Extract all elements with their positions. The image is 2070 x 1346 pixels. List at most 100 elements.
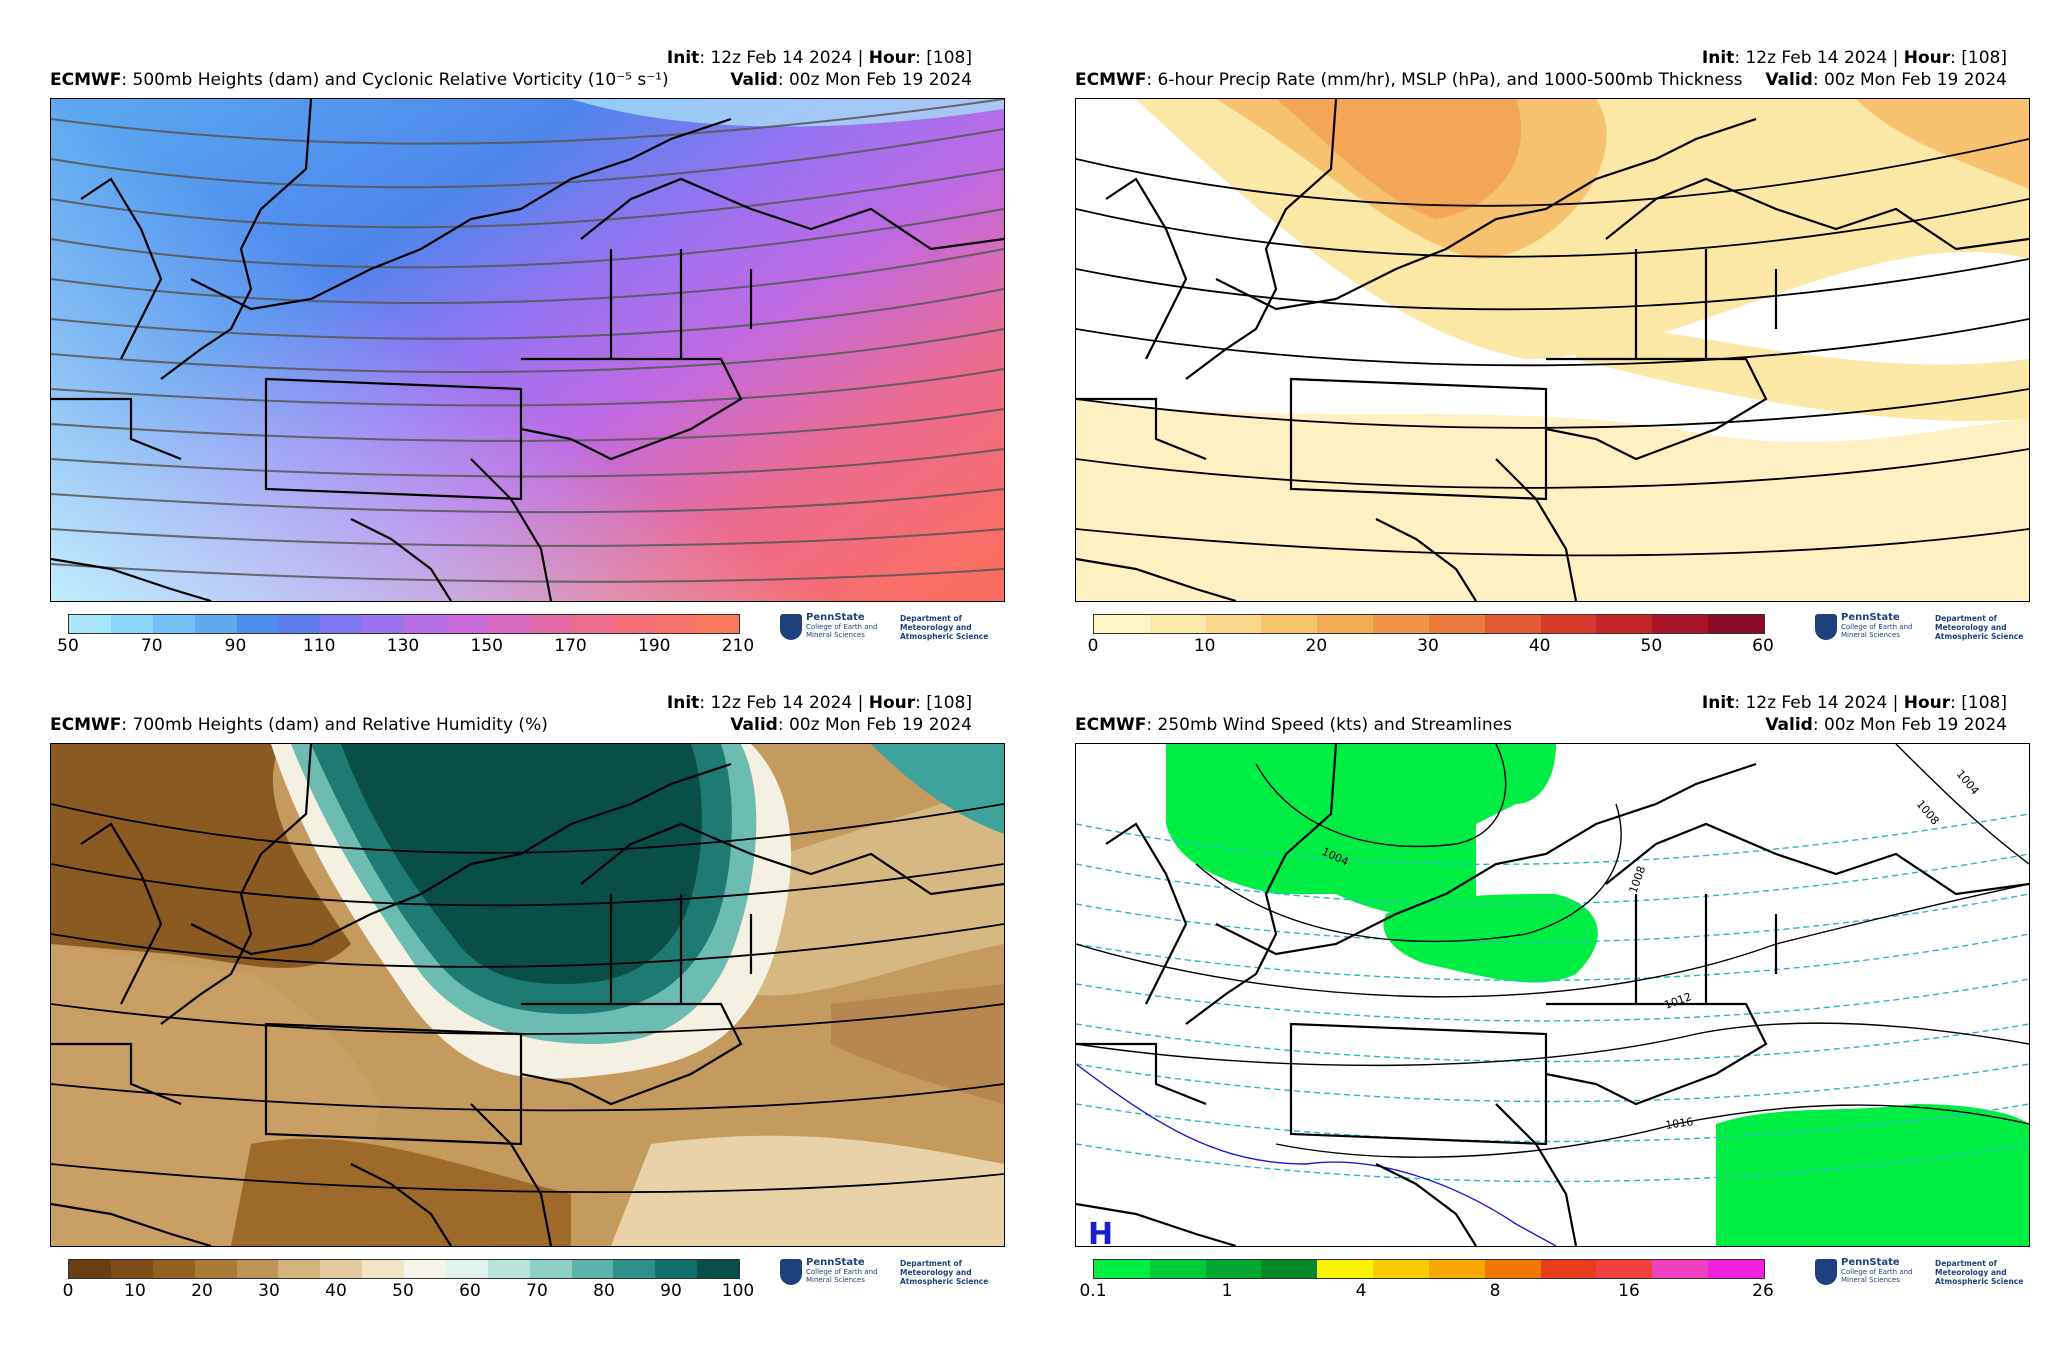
pennstate-logo: PennState College of Earth and Mineral S… bbox=[780, 612, 1010, 648]
logo-org: PennState bbox=[1841, 1257, 1900, 1268]
colorbar-segment bbox=[1428, 1260, 1485, 1278]
colorbar-tick-label: 60 bbox=[1752, 636, 1774, 656]
colorbar-tick-label: 50 bbox=[1640, 636, 1663, 656]
colorbar-tick-label: 0.1 bbox=[1079, 1281, 1107, 1301]
colorbar-tick-label: 70 bbox=[140, 636, 163, 656]
colorbar-segment bbox=[697, 615, 739, 633]
colorbar-segment bbox=[1596, 1260, 1653, 1278]
colorbar-segment bbox=[1261, 1260, 1318, 1278]
colorbar-tick-label: 30 bbox=[1417, 636, 1439, 656]
colorbar-tick-label: 90 bbox=[224, 636, 247, 656]
colorbar-segment bbox=[1149, 615, 1206, 633]
panel-precip: Init: 12z Feb 14 2024 | Hour: [108] ECMW… bbox=[1035, 0, 2035, 656]
colorbar-segment bbox=[278, 615, 321, 633]
colorbar-ticks: 0.1 1 4 8 16 26 bbox=[1079, 1281, 1773, 1303]
colorbar-tick-label: 210 bbox=[721, 636, 755, 656]
colorbar-segment bbox=[69, 1260, 111, 1278]
colorbar-segment bbox=[1373, 615, 1429, 633]
nittany-lion-icon bbox=[1815, 1259, 1837, 1285]
colorbar-tick-label: 110 bbox=[303, 636, 336, 656]
colorbar bbox=[1093, 614, 1765, 634]
logo-sub: College of Earth and Mineral Sciences bbox=[1841, 1268, 1913, 1284]
init-line: Init: 12z Feb 14 2024 | Hour: [108] bbox=[1701, 693, 2007, 713]
colorbar-tick-label: 4 bbox=[1355, 1281, 1367, 1301]
valid-line: Valid: 00z Mon Feb 19 2024 bbox=[730, 715, 972, 735]
panel-humidity: Init: 12z Feb 14 2024 | Hour: [108] ECMW… bbox=[0, 645, 1005, 1301]
panel-title: ECMWF: 700mb Heights (dam) and Relative … bbox=[50, 715, 548, 735]
colorbar-segment bbox=[1373, 1260, 1429, 1278]
colorbar bbox=[68, 614, 740, 634]
colorbar-segment bbox=[278, 1260, 321, 1278]
panel-vorticity: Init: 12z Feb 14 2024 | Hour: [108] ECMW… bbox=[0, 0, 1005, 656]
colorbar-tick-label: 16 bbox=[1618, 1281, 1640, 1301]
nittany-lion-icon bbox=[780, 1259, 802, 1285]
colorbar-tick-label: 100 bbox=[721, 1281, 755, 1301]
colorbar-ticks: 0 10 20 30 40 50 60 bbox=[1088, 636, 1774, 658]
colorbar-segment bbox=[404, 615, 446, 633]
colorbar-segment bbox=[69, 615, 111, 633]
colorbar-segment bbox=[487, 615, 530, 633]
colorbar-segment bbox=[655, 1260, 698, 1278]
colorbar-tick-label: 10 bbox=[124, 1281, 146, 1301]
colorbar bbox=[68, 1259, 740, 1279]
logo-org: PennState bbox=[806, 612, 865, 623]
panel-wind: Init: 12z Feb 14 2024 | Hour: [108] ECMW… bbox=[1035, 645, 2035, 1301]
colorbar-tick-label: 10 bbox=[1193, 636, 1216, 656]
wind-map: 1004 1008 1008 1012 1016 1004 H bbox=[1075, 743, 2030, 1247]
precip-map bbox=[1075, 98, 2030, 602]
colorbar-tick-label: 50 bbox=[392, 1281, 414, 1301]
colorbar-ticks: 0 10 20 30 40 50 60 70 80 90 100 bbox=[63, 1281, 755, 1303]
colorbar-segment bbox=[110, 1260, 153, 1278]
colorbar-segment bbox=[529, 1260, 572, 1278]
colorbar-segment bbox=[1149, 1260, 1206, 1278]
vorticity-map bbox=[50, 98, 1005, 602]
colorbar-tick-label: 8 bbox=[1489, 1281, 1501, 1301]
humidity-map bbox=[50, 743, 1005, 1247]
pennstate-logo: PennState College of Earth and Mineral S… bbox=[780, 1257, 1010, 1293]
logo-sub: College of Earth and Mineral Sciences bbox=[1841, 623, 1913, 639]
colorbar-segment bbox=[236, 615, 279, 633]
colorbar-segment bbox=[445, 1260, 488, 1278]
colorbar-tick-label: 60 bbox=[459, 1281, 481, 1301]
pennstate-logo: PennState College of Earth and Mineral S… bbox=[1815, 612, 2045, 648]
logo-org: PennState bbox=[1841, 612, 1900, 623]
colorbar-segment bbox=[697, 1260, 739, 1278]
colorbar-segment bbox=[1205, 1260, 1262, 1278]
colorbar-tick-label: 130 bbox=[386, 636, 420, 656]
logo-dept: Department of Meteorology and Atmospheri… bbox=[1935, 614, 2024, 641]
colorbar-segment bbox=[1652, 1260, 1709, 1278]
logo-sub: College of Earth and Mineral Sciences bbox=[806, 623, 878, 639]
colorbar bbox=[1093, 1259, 1765, 1279]
colorbar-segment bbox=[152, 615, 195, 633]
colorbar-segment bbox=[152, 1260, 195, 1278]
colorbar-segment bbox=[1317, 615, 1374, 633]
colorbar-segment bbox=[1317, 1260, 1374, 1278]
colorbar-segment bbox=[1484, 1260, 1541, 1278]
colorbar-segment bbox=[1652, 615, 1709, 633]
colorbar-segment bbox=[194, 1260, 237, 1278]
colorbar-tick-label: 170 bbox=[554, 636, 587, 656]
colorbar-tick-label: 30 bbox=[258, 1281, 280, 1301]
colorbar-segment bbox=[1261, 615, 1318, 633]
colorbar-tick-label: 90 bbox=[660, 1281, 682, 1301]
colorbar-segment bbox=[1094, 1260, 1150, 1278]
init-line: Init: 12z Feb 14 2024 | Hour: [108] bbox=[666, 693, 972, 713]
colorbar-tick-label: 40 bbox=[1528, 636, 1551, 656]
colorbar-segment bbox=[1094, 615, 1150, 633]
init-line: Init: 12z Feb 14 2024 | Hour: [108] bbox=[666, 48, 972, 68]
colorbar-segment bbox=[1428, 615, 1485, 633]
colorbar-tick-label: 80 bbox=[593, 1281, 615, 1301]
colorbar-segment bbox=[613, 1260, 656, 1278]
logo-dept: Department of Meteorology and Atmospheri… bbox=[1935, 1259, 2024, 1286]
colorbar-tick-label: 0 bbox=[62, 1281, 74, 1301]
colorbar-segment bbox=[1708, 1260, 1764, 1278]
logo-dept: Department of Meteorology and Atmospheri… bbox=[900, 1259, 989, 1286]
colorbar-segment bbox=[320, 615, 363, 633]
panel-title: ECMWF: 500mb Heights (dam) and Cyclonic … bbox=[50, 70, 669, 90]
colorbar-segment bbox=[236, 1260, 279, 1278]
panel-title: ECMWF: 250mb Wind Speed (kts) and Stream… bbox=[1075, 715, 1512, 735]
colorbar-segment bbox=[571, 615, 614, 633]
nittany-lion-icon bbox=[1815, 614, 1837, 640]
colorbar-segment bbox=[110, 615, 153, 633]
colorbar-segment bbox=[1540, 1260, 1597, 1278]
